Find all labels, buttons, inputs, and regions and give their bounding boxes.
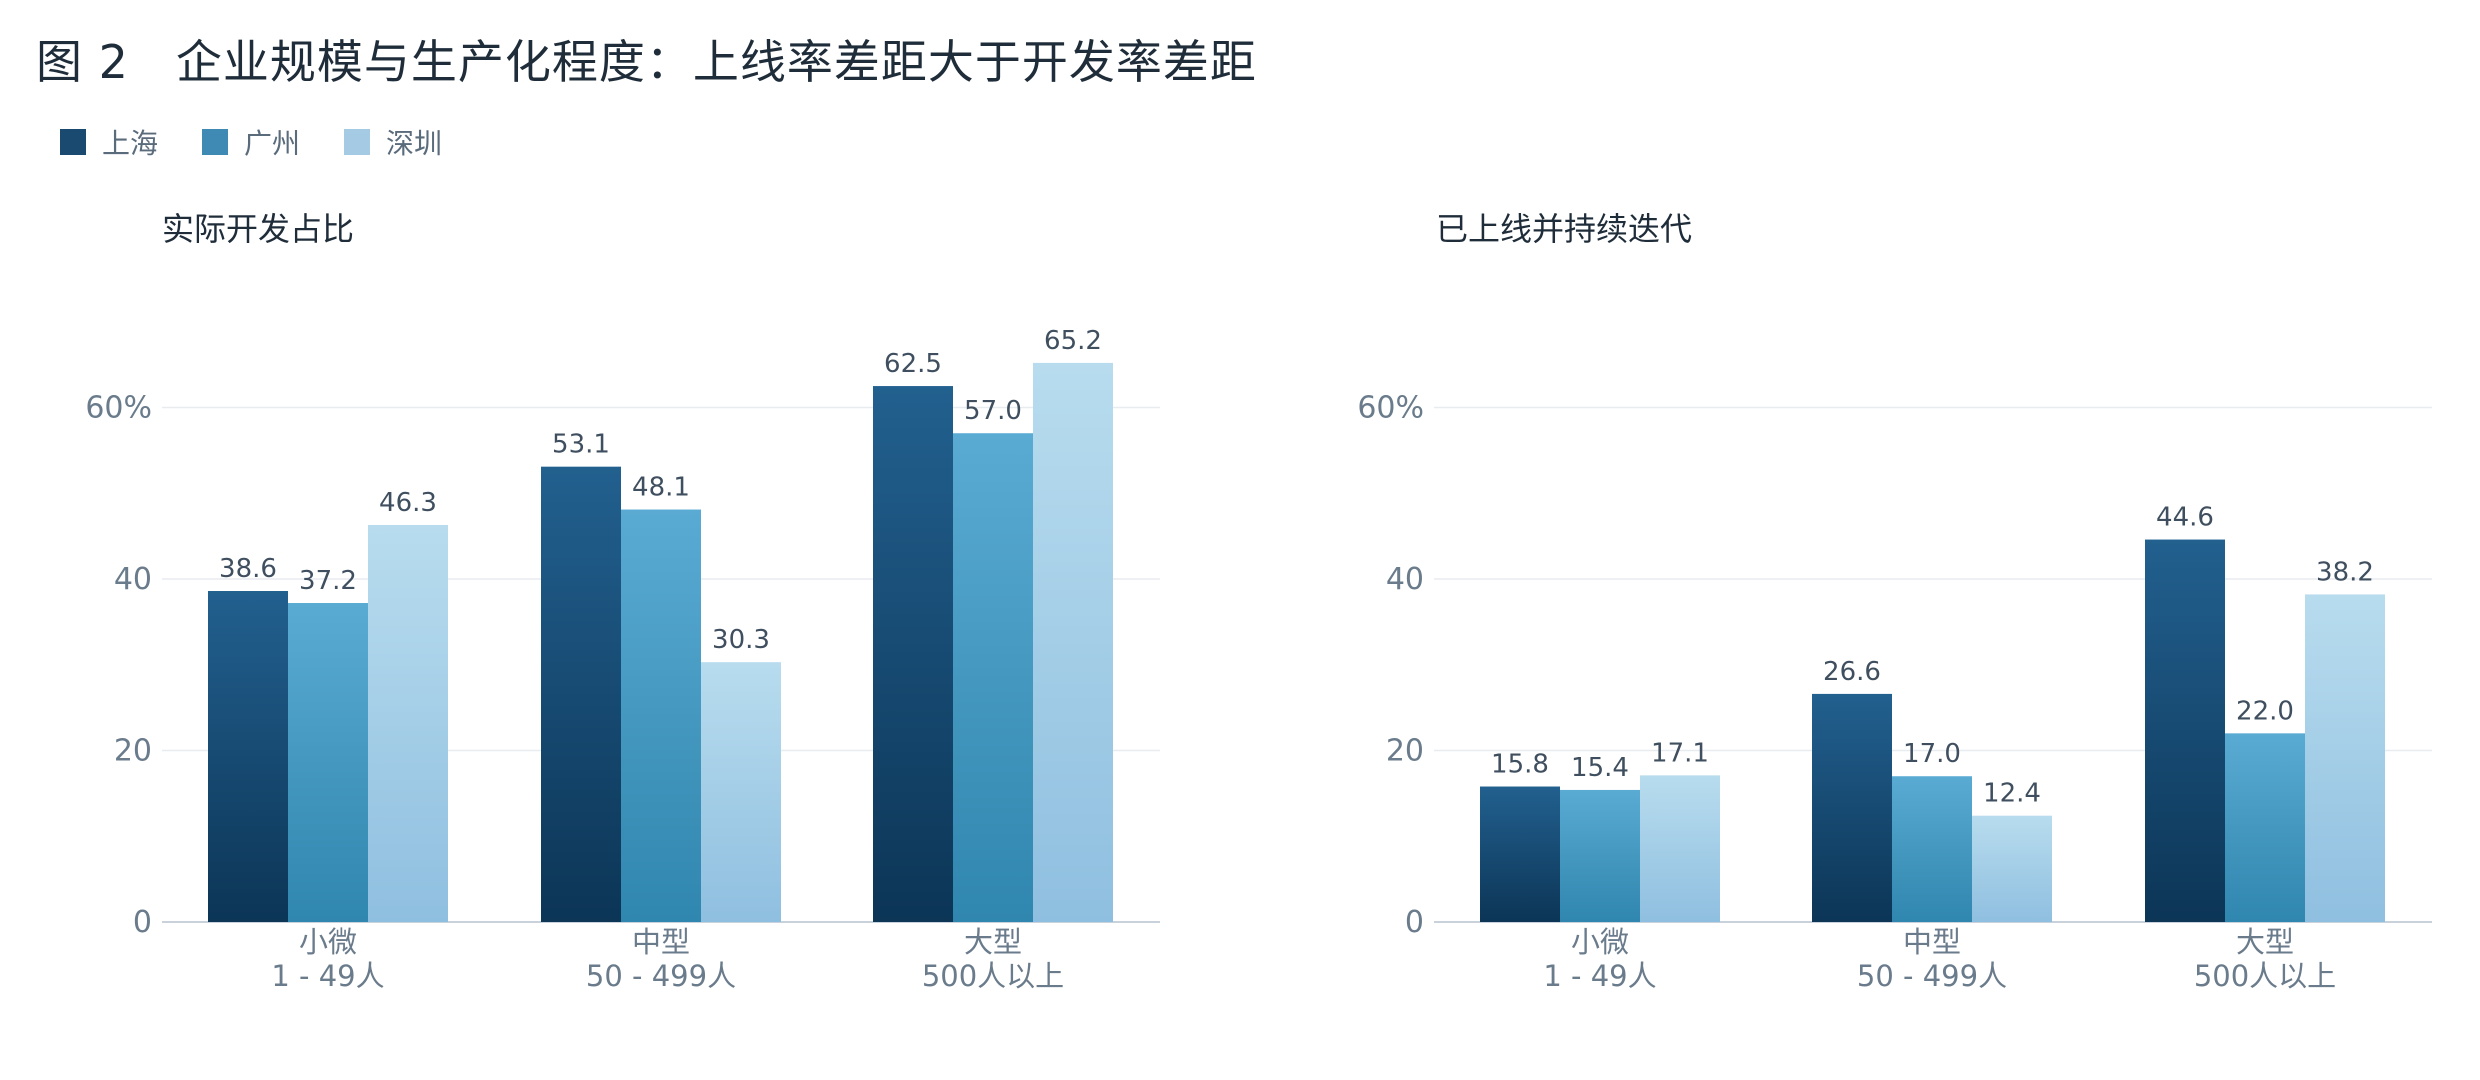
bar-shenzhen-large <box>2305 594 2385 922</box>
legend-item-shanghai: 上海 <box>60 122 158 162</box>
value-label-guangzhou-large: 57.0 <box>964 396 1022 426</box>
value-label-shenzhen-medium: 12.4 <box>1983 779 2041 809</box>
legend: 上海 广州 深圳 <box>60 122 486 162</box>
bar-guangzhou-medium <box>1892 776 1972 922</box>
value-label-shanghai-large: 62.5 <box>884 349 942 379</box>
value-label-guangzhou-small: 37.2 <box>299 566 357 596</box>
bar-shenzhen-large <box>1033 362 1113 922</box>
legend-swatch-guangzhou <box>202 129 229 155</box>
bar-shanghai-large <box>873 386 953 922</box>
bar-shanghai-small <box>208 591 288 922</box>
legend-label-guangzhou: 广州 <box>244 127 301 160</box>
category-label-medium: 50 - 499人 <box>1857 959 2007 993</box>
value-label-shanghai-medium: 26.6 <box>1823 657 1881 687</box>
value-label-guangzhou-large: 22.0 <box>2236 696 2294 726</box>
bar-shenzhen-small <box>1640 775 1720 922</box>
legend-item-shenzhen: 深圳 <box>344 122 442 162</box>
y-tick-label: 40 <box>114 562 152 597</box>
y-tick-label: 40 <box>1386 562 1424 597</box>
value-label-shanghai-large: 44.6 <box>2156 503 2214 533</box>
category-label-large: 500人以上 <box>922 959 1064 993</box>
category-label-small: 1 - 49人 <box>271 959 384 993</box>
chart-panel-left: 实际开发占比 0 20 40 60% 38.6 53.1 62.5 37.2 48.1 57.0 46… <box>85 210 1160 993</box>
y-tick-label: 20 <box>1386 734 1424 769</box>
value-label-guangzhou-small: 15.4 <box>1571 753 1629 783</box>
value-label-shanghai-small: 15.8 <box>1491 750 1549 780</box>
bar-shenzhen-small <box>368 524 448 922</box>
value-label-shenzhen-small: 46.3 <box>379 488 437 518</box>
bar-shanghai-medium <box>541 466 621 922</box>
category-label-small: 小微 <box>299 925 357 959</box>
legend-label-shanghai: 上海 <box>102 127 159 160</box>
y-tick-label: 60% <box>1357 391 1424 426</box>
value-label-guangzhou-medium: 48.1 <box>632 473 690 503</box>
legend-swatch-shanghai <box>60 129 86 155</box>
bar-shanghai-medium <box>1812 693 1892 922</box>
y-tick-label: 60% <box>85 391 152 426</box>
bar-guangzhou-large <box>2225 733 2305 922</box>
category-label-small: 小微 <box>1571 925 1629 959</box>
category-label-large: 大型 <box>2236 925 2294 959</box>
category-label-large: 500人以上 <box>2194 959 2336 993</box>
panel-title: 已上线并持续迭代 <box>1436 210 1692 248</box>
value-label-shanghai-small: 38.6 <box>219 554 277 584</box>
bar-guangzhou-small <box>288 603 368 922</box>
bar-guangzhou-medium <box>621 509 701 922</box>
value-label-shanghai-medium: 53.1 <box>552 430 610 460</box>
panel-title: 实际开发占比 <box>162 210 354 248</box>
legend-swatch-shenzhen <box>344 129 371 155</box>
legend-item-guangzhou: 广州 <box>202 122 300 162</box>
figure-title: 图 2 企业规模与生产化程度：上线率差距大于开发率差距 <box>36 35 1257 89</box>
y-tick-label: 0 <box>1405 905 1424 940</box>
bar-shanghai-large <box>2145 539 2225 922</box>
bar-shenzhen-medium <box>701 662 781 922</box>
y-tick-label: 0 <box>133 905 152 940</box>
value-label-shenzhen-large: 38.2 <box>2316 557 2374 587</box>
y-tick-label: 20 <box>114 734 152 769</box>
category-label-medium: 中型 <box>632 925 690 959</box>
value-label-shenzhen-medium: 30.3 <box>712 625 770 655</box>
bar-guangzhou-small <box>1560 789 1640 922</box>
category-label-small: 1 - 49人 <box>1543 959 1656 993</box>
bar-guangzhou-large <box>953 433 1033 922</box>
category-label-large: 大型 <box>964 925 1022 959</box>
bar-shenzhen-medium <box>1972 815 2052 922</box>
category-label-medium: 50 - 499人 <box>586 959 736 993</box>
value-label-shenzhen-large: 65.2 <box>1044 326 1102 356</box>
bar-shanghai-small <box>1480 786 1560 922</box>
legend-label-shenzhen: 深圳 <box>386 127 443 160</box>
value-label-guangzhou-medium: 17.0 <box>1903 739 1961 769</box>
chart-panel-right: 已上线并持续迭代 0 20 40 60% 15.8 26.6 44.6 15.4 17.0 22.0… <box>1357 210 2432 993</box>
value-label-shenzhen-small: 17.1 <box>1651 738 1709 768</box>
category-label-medium: 中型 <box>1903 925 1961 959</box>
